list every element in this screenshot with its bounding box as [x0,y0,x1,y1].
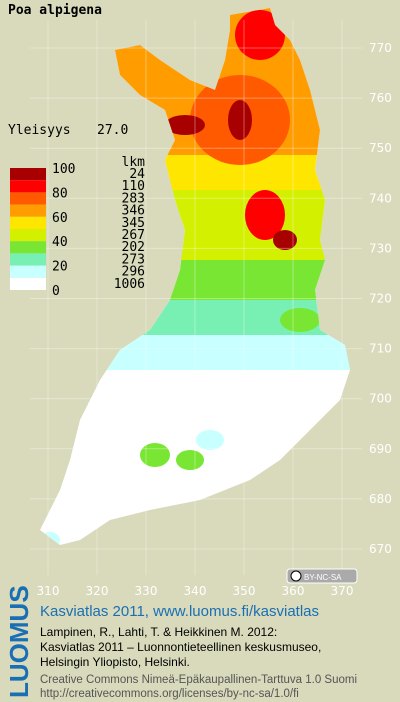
legend-count: 202 [122,240,145,255]
legend-swatch [10,168,46,181]
legend-count: 283 [122,191,145,206]
y-tick-label: 740 [369,191,392,205]
y-tick-label: 720 [369,292,392,306]
legend-count: 24 [129,167,145,182]
license-badge-text: BY-NC-SA [304,573,342,582]
y-tick-label: 690 [369,442,392,456]
x-tick-label: 360 [282,584,305,598]
x-tick-label: 330 [135,584,158,598]
legend-count: 273 [122,252,145,267]
legend-count: 1006 [114,277,145,292]
y-tick-label: 750 [369,141,392,155]
legend-scale-label: 0 [52,284,60,299]
legend-count: 296 [122,265,145,280]
legend-count: 267 [122,228,145,243]
legend-count: 345 [122,216,145,231]
legend-swatch [10,204,46,217]
x-tick-label: 370 [331,584,354,598]
citation-line: Lampinen, R., Lahti, T. & Heikkinen M. 2… [40,625,277,639]
license-line: Creative Commons Nimeä-Epäkaupallinen-Ta… [40,674,357,686]
legend-scale-label: 80 [52,186,68,201]
legend-swatch [10,277,46,290]
y-tick-label: 670 [369,542,392,556]
legend-scale-label: 40 [52,235,68,250]
y-tick-label: 680 [369,492,392,506]
y-tick-label: 710 [369,342,392,356]
legend-swatch [10,216,46,229]
citation-line: Kasviatlas 2011 – Luonnontieteellinen ke… [40,640,321,654]
count-header: lkm [122,155,146,170]
legend-swatch [10,180,46,193]
license-line: http://creativecommons.org/licenses/by-n… [40,688,299,700]
brand: LUOMUS [4,585,34,698]
legend-count: 346 [122,204,145,219]
y-tick-label: 730 [369,241,392,255]
legend-count: 110 [122,179,145,194]
legend-scale-label: 100 [52,162,75,177]
legend-swatch [10,192,46,205]
x-tick-label: 310 [37,584,60,598]
map [40,8,350,545]
license-badge: BY-NC-SA [286,568,358,584]
axes: 770 760 750 740 730 720 710 700 690 680 670 310 320 3… [30,20,392,598]
legend-swatch [10,241,46,254]
x-tick-label: 340 [184,584,207,598]
legend-scale-label: 60 [52,211,68,226]
x-tick-label: 350 [233,584,256,598]
y-tick-label: 770 [369,41,392,55]
legend-swatch [10,253,46,266]
headline: Kasviatlas 2011, www.luomus.fi/kasviatla… [40,603,319,620]
title: Poa alpigena [8,3,102,18]
legend-swatch [10,265,46,278]
frequency-value: 27.0 [97,123,128,138]
x-tick-label: 320 [86,584,109,598]
legend-swatch [10,229,46,242]
frequency-label: Yleisyys [8,123,71,138]
footer: Lampinen, R., Lahti, T. & Heikkinen M. 2… [40,625,357,700]
y-tick-label: 700 [369,392,392,406]
legend-scale-label: 20 [52,260,68,275]
citation-line: Helsingin Yliopisto, Helsinki. [40,655,190,669]
y-tick-label: 760 [369,91,392,105]
